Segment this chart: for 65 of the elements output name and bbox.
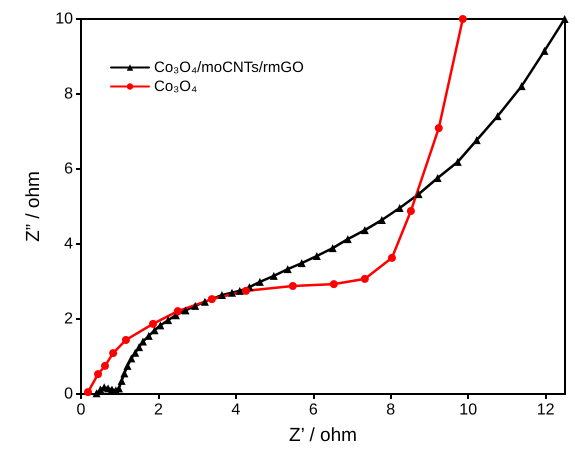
y-tick-label: 0 (64, 386, 74, 402)
point (288, 282, 297, 290)
x-tick-label: 12 (536, 402, 555, 418)
point (94, 370, 102, 378)
point (256, 278, 264, 286)
x-tick-label: 2 (154, 402, 163, 418)
point (560, 15, 569, 23)
point (127, 354, 136, 362)
x-tick-label: 10 (459, 402, 478, 418)
point (414, 190, 423, 198)
legend-label: Co₃O₄ (154, 78, 198, 95)
point (120, 369, 128, 378)
point (208, 295, 216, 304)
point (270, 272, 278, 280)
y-tick-label: 8 (64, 86, 74, 102)
point (182, 306, 190, 314)
point (388, 254, 396, 262)
point (396, 204, 404, 212)
point (284, 265, 292, 274)
point (472, 136, 481, 144)
point (360, 226, 369, 234)
point (518, 82, 526, 90)
y-tick-label: 2 (64, 310, 74, 328)
y-tick-label: 10 (55, 10, 74, 28)
point (118, 376, 126, 385)
point (406, 207, 415, 215)
point (218, 291, 226, 299)
point (360, 274, 369, 283)
point (122, 336, 130, 344)
x-tick-label: 6 (308, 402, 318, 418)
point (84, 388, 92, 396)
point (191, 302, 200, 310)
point (228, 288, 236, 297)
point (458, 15, 467, 23)
point (298, 259, 306, 268)
point (494, 112, 502, 120)
point (434, 124, 443, 132)
point (344, 235, 352, 244)
point (109, 349, 118, 358)
point (135, 343, 144, 352)
point (328, 244, 337, 252)
x-tick-label: 8 (386, 402, 396, 418)
point (101, 362, 110, 370)
point (540, 46, 548, 55)
point (378, 216, 386, 224)
point (330, 280, 338, 288)
point (123, 362, 132, 370)
point (236, 286, 244, 295)
point (164, 316, 172, 324)
point (131, 348, 140, 357)
point (138, 338, 147, 346)
legend-label: Co₃O₄/moCNTs/rmGO (154, 59, 304, 76)
y-tick-label: 4 (64, 236, 74, 252)
point (92, 389, 100, 398)
point (242, 286, 250, 295)
y-tick-label: 6 (64, 160, 74, 178)
x-tick-label: 4 (231, 402, 240, 418)
point (149, 320, 158, 328)
x-tick-label: 0 (76, 402, 86, 418)
point (174, 307, 182, 316)
point (200, 298, 209, 306)
y-axis-title: Z” / ohm (23, 171, 44, 242)
x-axis-title: Z’ / ohm (289, 425, 357, 446)
point (454, 158, 462, 166)
point (312, 252, 321, 260)
